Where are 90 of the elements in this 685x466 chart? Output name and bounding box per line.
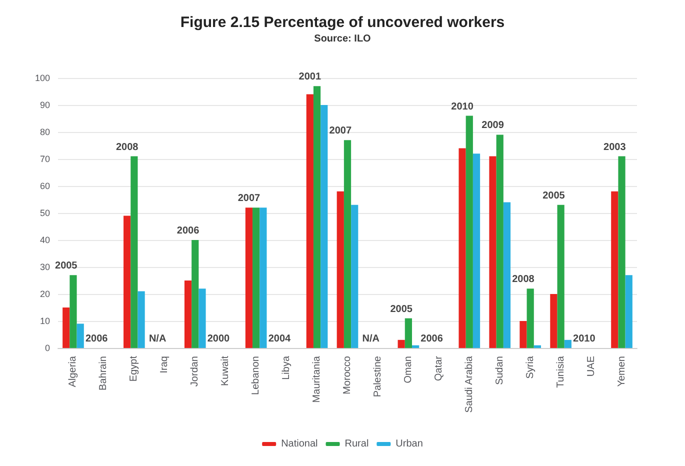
bar (252, 208, 260, 348)
x-tick-label: Palestine (372, 356, 384, 398)
y-tick-label: 50 (40, 208, 50, 218)
x-tick-label: Morocco (342, 356, 353, 394)
annotation: 2009 (482, 120, 504, 132)
bar (472, 154, 480, 348)
chart-title: Figure 2.15 Percentage of uncovered workers (180, 14, 505, 31)
annotation: 2005 (542, 190, 566, 202)
annotation: 2001 (298, 72, 322, 83)
x-tick-label: Libya (281, 356, 292, 380)
bar (70, 275, 77, 348)
legend-label: Rural (344, 438, 369, 450)
bar (503, 202, 511, 348)
bar (526, 288, 534, 348)
x-tick-label: Yemen (616, 356, 628, 387)
x-tick-label: Mauritania (312, 356, 323, 403)
chart-subtitle: Source: ILO (314, 34, 372, 44)
x-tick-label: Lebanon (250, 356, 262, 395)
annotation: 2004 (268, 334, 291, 344)
bar (320, 105, 328, 348)
bar (550, 294, 558, 348)
x-tick-label: Oman (402, 356, 414, 384)
bar (344, 140, 352, 348)
bar (198, 288, 206, 348)
x-tick-label: Qatar (433, 355, 444, 382)
y-tick-label: 60 (40, 181, 50, 191)
bar (192, 240, 199, 348)
annotation: 2003 (604, 142, 626, 153)
x-tick-label: Syria (524, 356, 536, 379)
y-tick-label: 80 (40, 127, 50, 137)
bar (138, 291, 145, 348)
y-tick-label: 0 (44, 343, 50, 353)
annotation: N/A (362, 334, 380, 344)
annotation: 2010 (451, 101, 474, 112)
bar (489, 156, 496, 348)
y-tick-label: 30 (40, 262, 50, 272)
bar (76, 324, 84, 348)
x-tick-label: Tunisia (555, 356, 566, 388)
bar (520, 321, 527, 348)
y-tick-label: 40 (40, 235, 50, 245)
annotation: 2007 (329, 126, 352, 137)
x-tick-label: UAE (586, 356, 597, 377)
bar (260, 208, 267, 348)
legend-label: Urban (396, 438, 423, 450)
bar (313, 86, 321, 348)
bar (625, 275, 632, 348)
x-tick-label: Iraq (159, 356, 170, 374)
annotation: N/A (148, 334, 166, 344)
bar (130, 156, 138, 348)
annotation: 2010 (573, 334, 596, 344)
bar (336, 191, 344, 348)
bar (466, 116, 473, 348)
bar (534, 345, 542, 348)
bar (306, 94, 314, 348)
bar (398, 340, 405, 348)
legend-label: National (281, 438, 318, 450)
bar (351, 204, 358, 348)
annotation: 2006 (85, 334, 108, 344)
bar (184, 280, 192, 348)
bar (611, 191, 618, 348)
bar (458, 148, 466, 348)
annotation: 2000 (207, 334, 230, 344)
x-tick-label: Algeria (68, 356, 79, 388)
annotation: 2005 (55, 260, 78, 272)
x-tick-label: Jordan (190, 356, 201, 387)
y-tick-label: 20 (40, 289, 50, 299)
bar (62, 308, 70, 348)
y-tick-label: 70 (40, 154, 50, 164)
bar (564, 340, 572, 348)
x-tick-label: Egypt (128, 356, 140, 382)
x-tick-label: Kuwait (220, 356, 232, 386)
bar (618, 156, 626, 348)
x-tick-label: Saudi Arabia (464, 356, 475, 413)
annotation: 2008 (512, 274, 535, 286)
bar (557, 204, 564, 348)
x-tick-label: Sudan (494, 356, 506, 385)
y-tick-label: 10 (40, 316, 50, 326)
bar (124, 216, 131, 348)
annotation: 2006 (176, 226, 200, 236)
annotation: 2008 (116, 142, 139, 153)
annotation: 2007 (238, 193, 261, 204)
bar (245, 208, 253, 348)
annotation: 2006 (420, 334, 444, 344)
y-tick-label: 100 (34, 73, 50, 83)
bar (412, 345, 420, 348)
bar (404, 318, 412, 348)
bar (496, 134, 504, 348)
annotation: 2005 (390, 304, 413, 315)
y-tick-label: 90 (40, 100, 50, 110)
x-tick-label: Bahrain (98, 356, 110, 390)
